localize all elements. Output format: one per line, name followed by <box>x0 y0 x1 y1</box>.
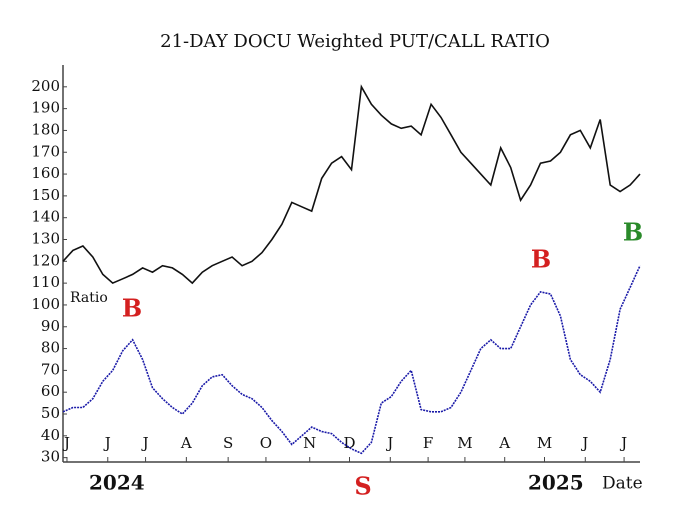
x-tick-label: A <box>180 434 192 452</box>
x-tick-label: A <box>498 434 510 452</box>
x-axis-label: Date <box>602 474 643 494</box>
y-tick-label: 160 <box>31 164 60 182</box>
y-tick-label: 50 <box>41 404 60 422</box>
series-line <box>62 265 641 455</box>
x-tick-label: S <box>223 434 233 452</box>
x-tick-label: O <box>260 434 272 452</box>
y-tick-label: 140 <box>31 208 60 226</box>
y-tick-label: 120 <box>31 251 60 269</box>
y-tick-label: 170 <box>31 142 60 160</box>
x-tick-label: D <box>343 434 355 452</box>
x-tick-label: J <box>141 434 149 452</box>
y-tick-label: 100 <box>31 295 60 313</box>
x-tick-label: J <box>580 434 588 452</box>
chart-title: 21-DAY DOCU Weighted PUT/CALL RATIO <box>160 31 550 52</box>
year-label: 2024 <box>89 471 145 495</box>
x-tick-label: M <box>537 434 552 452</box>
y-tick-label: 70 <box>41 360 60 378</box>
y-tick-label: 40 <box>41 426 60 444</box>
y-tick-label: 90 <box>41 317 60 335</box>
y-tick-label: 80 <box>41 339 60 357</box>
x-tick-label: N <box>303 434 316 452</box>
signal-annotation: B <box>531 245 551 274</box>
signal-annotation: B <box>623 218 643 247</box>
y-tick-label: 180 <box>31 120 60 138</box>
y-axis-label: Ratio <box>70 290 108 306</box>
y-tick-label: 110 <box>31 273 60 291</box>
y-tick-label: 30 <box>41 448 60 466</box>
y-tick-label: 60 <box>41 382 60 400</box>
x-tick-label: J <box>385 434 393 452</box>
y-tick-label: 130 <box>31 230 60 248</box>
signal-annotation: S <box>354 472 371 501</box>
x-tick-label: J <box>619 434 627 452</box>
x-tick-label: J <box>62 434 70 452</box>
y-tick-label: 190 <box>31 99 60 117</box>
x-tick-label: M <box>457 434 472 452</box>
x-tick-label: J <box>103 434 111 452</box>
series-line <box>62 84 641 285</box>
y-tick-label: 200 <box>31 77 60 95</box>
signal-annotation: B <box>122 294 142 323</box>
x-tick-label: F <box>423 434 433 452</box>
year-label: 2025 <box>528 471 584 495</box>
y-tick-label: 150 <box>31 186 60 204</box>
